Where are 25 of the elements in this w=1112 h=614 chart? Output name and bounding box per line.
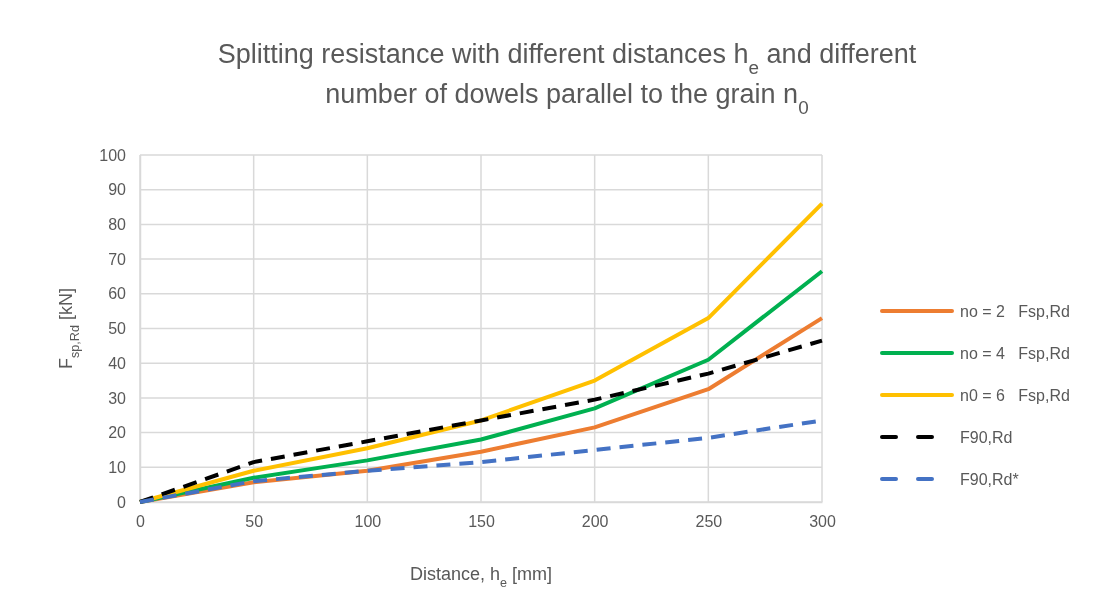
legend-label: F90,Rd (960, 429, 1013, 446)
y-tick-label: 60 (108, 285, 127, 303)
y-tick-label: 70 (108, 250, 127, 268)
x-tick-label: 0 (136, 513, 146, 531)
y-tick-label: 10 (108, 458, 127, 476)
legend-label: no = 4 Fsp,Rd (960, 345, 1070, 362)
x-tick-label: 250 (695, 513, 723, 531)
x-tick-label: 150 (468, 513, 495, 531)
y-tick-label: 100 (99, 146, 127, 164)
y-tick-label: 50 (108, 320, 127, 338)
chart-title: Splitting resistance with different distances h$_{e}$ and different number of dowels parallel to the grain n$_{0}$ (217, 39, 917, 118)
legend-label: no = 2 Fsp,Rd (960, 303, 1070, 320)
x-tick-label: 200 (581, 513, 609, 531)
y-tick-label: 20 (108, 424, 127, 442)
legend-label: F90,Rd* (960, 471, 1019, 488)
legend-label: n0 = 6 Fsp,Rd (960, 387, 1070, 404)
x-tick-label: 300 (809, 513, 836, 531)
x-tick-label: 50 (245, 513, 264, 531)
y-tick-label: 30 (108, 389, 127, 407)
y-tick-label: 0 (117, 493, 127, 511)
x-tick-label: 100 (354, 513, 382, 531)
y-tick-label: 90 (108, 181, 127, 199)
y-tick-label: 80 (108, 216, 127, 234)
x-axis-title: Distance, h$_{e}$ [mm] (409, 564, 553, 590)
y-tick-label: 40 (108, 354, 127, 372)
